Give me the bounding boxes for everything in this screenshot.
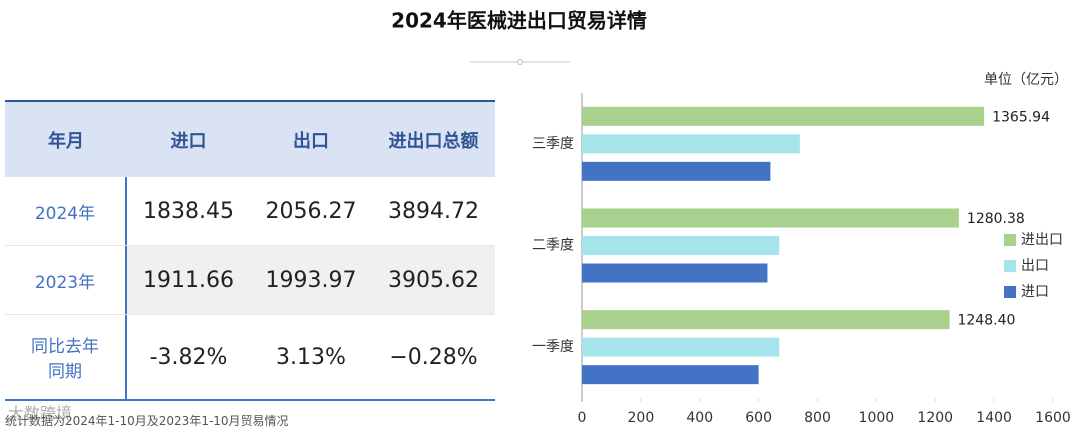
x-tick-label: 0 (578, 410, 587, 426)
legend-label: 进出口 (1021, 232, 1063, 248)
divider-dot (517, 59, 523, 65)
x-tick-label: 1400 (976, 410, 1012, 426)
header-cell: 出口 (293, 130, 329, 152)
cell: 2056.27 (265, 198, 357, 224)
bar (582, 263, 768, 283)
cell: 3905.62 (372, 246, 495, 314)
x-tick-label: 1600 (1035, 410, 1071, 426)
y-tick-label: 二季度 (532, 238, 574, 254)
bar (582, 134, 800, 154)
bar (582, 365, 759, 385)
table-row: 同比去年同期 -3.82% 3.13% −0.28% (5, 315, 495, 399)
logo: 大数跨境 (8, 404, 73, 423)
legend-swatch (1004, 286, 1016, 298)
x-tick-label: 600 (745, 410, 772, 426)
bar (582, 106, 985, 126)
x-tick-label: 800 (804, 410, 831, 426)
x-tick-label: 1200 (917, 410, 953, 426)
x-tick-label: 400 (686, 410, 713, 426)
cell: -3.82% (149, 344, 228, 370)
table-row: 2024年 1838.45 2056.27 3894.72 (5, 177, 495, 246)
x-tick-label: 1000 (859, 410, 895, 426)
row-label: 同比去年同期 (5, 315, 127, 399)
footnote: 统计数据为2024年1-10月及2023年1-10月贸易情况 (5, 414, 289, 428)
row-label: 2023年 (5, 246, 127, 314)
bar (582, 236, 780, 255)
y-tick-label: 一季度 (532, 339, 574, 355)
cell: 1993.97 (250, 246, 372, 314)
page-title: 2024年医械进出口贸易详情 (391, 9, 647, 33)
legend-label: 进口 (1021, 284, 1049, 300)
header-cell: 进口 (170, 130, 207, 152)
legend-label: 出口 (1021, 258, 1049, 274)
cell: 3894.72 (388, 198, 479, 224)
header-cell: 年月 (48, 130, 84, 152)
header-cell: 进出口总额 (388, 130, 479, 152)
data-table: 年月 进口 出口 进出口总额 2024年 1838.45 2056.27 389… (5, 100, 495, 401)
legend-swatch (1004, 234, 1016, 246)
legend-swatch (1004, 260, 1016, 272)
cell: 1911.66 (127, 246, 250, 314)
cell: 3.13% (276, 344, 346, 370)
x-tick-label: 200 (628, 410, 655, 426)
y-tick-label: 三季度 (532, 136, 574, 152)
data-label: 1248.40 (957, 313, 1015, 329)
data-label: 1365.94 (992, 109, 1050, 125)
table-row: 2023年 1911.66 1993.97 3905.62 (5, 246, 495, 315)
bar (582, 310, 950, 330)
bar (582, 337, 780, 357)
row-label: 2024年 (5, 177, 127, 245)
bar (582, 161, 771, 181)
cell: 1838.45 (143, 198, 234, 224)
table-header: 年月 进口 出口 进出口总额 (5, 102, 495, 177)
unit-label: 单位（亿元） (984, 72, 1068, 88)
data-label: 1280.38 (967, 211, 1025, 227)
cell: −0.28% (389, 344, 478, 370)
bar (582, 208, 959, 228)
